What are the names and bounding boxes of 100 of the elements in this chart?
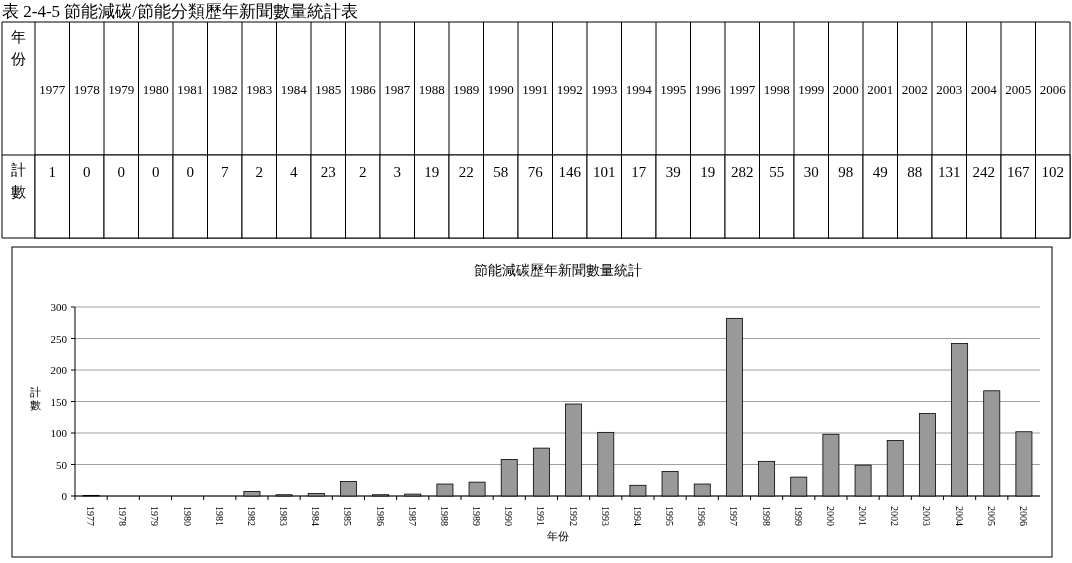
y-tick-label: 150 <box>50 395 68 408</box>
x-tick-label: 1998 <box>760 506 772 526</box>
x-tick-label: 1985 <box>342 506 354 526</box>
x-tick-label: 1981 <box>177 81 204 97</box>
x-tick-label: 2005 <box>985 506 997 526</box>
y-tick-label: 200 <box>50 364 68 376</box>
data-label: 282 <box>731 164 754 180</box>
data-label: 2 <box>255 164 263 180</box>
data-label: 3 <box>393 164 401 180</box>
x-tick-label: 1995 <box>664 506 676 526</box>
x-tick-label: 1983 <box>278 506 290 526</box>
data-label: 76 <box>527 164 544 180</box>
x-tick-label: 2001 <box>867 81 894 97</box>
chart-title: 表 2-4-5 節能減碳/節能分類歷年新聞數量統計表 <box>2 2 359 21</box>
data-label: 98 <box>838 164 854 180</box>
data-label: 19 <box>700 164 716 180</box>
x-tick-label: 2003 <box>921 506 933 526</box>
x-tick-label: 1982 <box>245 506 257 526</box>
data-label: 30 <box>803 164 819 180</box>
x-tick-label: 2004 <box>970 81 998 97</box>
x-tick-label: 1991 <box>522 81 549 97</box>
data-label: 23 <box>320 164 336 180</box>
x-tick-label: 1985 <box>315 81 342 97</box>
x-tick-label: 1979 <box>149 506 161 526</box>
x-tick-label: 1989 <box>453 81 480 97</box>
data-label: 22 <box>458 164 474 180</box>
x-tick-label: 2005 <box>1005 81 1032 97</box>
data-label: 167 <box>1007 164 1030 180</box>
x-tick-label: 1980 <box>181 506 193 526</box>
x-tick-label: 2003 <box>936 81 963 97</box>
x-tick-label: 1989 <box>471 506 483 526</box>
x-tick-label: 1984 <box>310 506 322 526</box>
data-label: 88 <box>907 164 923 180</box>
x-tick-label: 1994 <box>631 506 643 526</box>
x-tick-label: 1984 <box>280 81 308 97</box>
x-tick-label: 1983 <box>246 81 273 97</box>
data-label: 2 <box>359 164 367 180</box>
x-tick-label: 1999 <box>798 81 825 97</box>
x-tick-label: 1978 <box>117 506 129 526</box>
x-tick-label: 2002 <box>901 81 928 97</box>
x-tick-label: 1993 <box>591 81 618 97</box>
chart-title: 節能減碳歷年新聞數量統計 <box>473 263 642 278</box>
y-tick-label: 300 <box>50 301 68 313</box>
data-label: 19 <box>424 164 440 180</box>
data-label: 0 <box>152 164 160 180</box>
x-tick-label: 2002 <box>889 506 901 526</box>
data-label: 39 <box>665 164 681 180</box>
data-label: 131 <box>938 164 961 180</box>
x-tick-label: 1995 <box>660 81 687 97</box>
x-tick-label: 1977 <box>85 506 97 526</box>
x-tick-label: 2006 <box>1039 81 1067 97</box>
x-tick-label: 1992 <box>556 81 583 97</box>
x-tick-label: 1990 <box>487 81 514 97</box>
data-label: 102 <box>1041 164 1064 180</box>
data-label: 0 <box>117 164 125 180</box>
x-tick-label: 1987 <box>406 506 418 526</box>
x-tick-label: 1977 <box>39 81 66 97</box>
x-tick-label: 1996 <box>694 81 722 97</box>
x-tick-label: 1979 <box>108 81 135 97</box>
x-tick-label: 1987 <box>384 81 411 97</box>
x-tick-label: 1981 <box>213 506 225 526</box>
data-label: 58 <box>493 164 509 180</box>
table: 表 2-4-5 節能減碳/節能分類歷年新聞數量統計表 年份 計數 1 0 0 0 0 7 2 4 23 2 3 19 22 58 76 146 101 17 39 19 282 55 30 98 49 88 131 242 167 102 1977 1978 1979 1980 1981 1982 1983 1984 1985 1986 1987 1988 1989 1990 1991 1992 1993 1994 1995 1996 1997 1998 1999 2000 2001 2002 2003 2004 2005 2006 <box>1 2 1071 239</box>
x-tick-label: 2006 <box>1017 506 1029 526</box>
data-label: 49 <box>872 164 888 180</box>
y-tick-label: 50 <box>56 458 68 471</box>
x-tick-label: 1992 <box>567 506 579 526</box>
x-tick-label: 2000 <box>832 81 859 97</box>
x-axis-title: 年份 <box>11 29 26 67</box>
data-label: 146 <box>558 164 582 180</box>
y-tick-label: 250 <box>50 332 68 345</box>
data-label: 55 <box>769 164 785 180</box>
x-tick-label: 1991 <box>535 506 547 526</box>
x-tick-label: 1982 <box>211 81 238 97</box>
x-tick-label: 1990 <box>503 506 515 526</box>
x-tick-label: 1988 <box>418 81 445 97</box>
y-tick-label: 0 <box>61 490 68 502</box>
data-label: 101 <box>593 164 616 180</box>
x-tick-label: 1999 <box>792 506 804 526</box>
x-tick-label: 1986 <box>349 81 377 97</box>
x-tick-label: 1998 <box>763 81 790 97</box>
x-tick-label: 2001 <box>857 506 869 526</box>
data-label: 0 <box>83 164 91 180</box>
x-tick-label: 1994 <box>625 81 653 97</box>
x-tick-label: 1997 <box>728 506 740 526</box>
x-tick-label: 1986 <box>374 506 386 526</box>
x-tick-label: 1980 <box>142 81 169 97</box>
data-label: 4 <box>290 164 298 180</box>
data-label: 17 <box>631 164 647 180</box>
data-label: 242 <box>972 164 995 180</box>
y-tick-label: 100 <box>50 427 68 439</box>
y-axis-title: 計數 <box>29 385 41 411</box>
x-tick-label: 1996 <box>696 506 708 526</box>
x-axis-title: 年份 <box>546 530 569 542</box>
data-label: 7 <box>221 164 229 180</box>
x-tick-label: 1978 <box>73 81 100 97</box>
x-tick-label: 2000 <box>824 506 836 526</box>
data-label: 0 <box>186 164 194 180</box>
x-tick-label: 1988 <box>438 506 450 526</box>
x-tick-label: 2004 <box>953 506 965 526</box>
